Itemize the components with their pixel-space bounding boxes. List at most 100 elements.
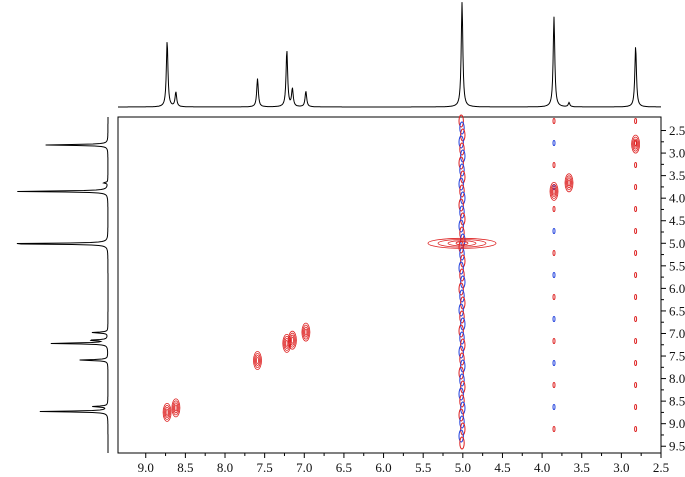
streak-mark: [552, 118, 556, 124]
cross-peak-contour: [427, 237, 497, 249]
x-axis: 9.0 8.5 8.0 7.5 7.0 6.5 6.0 5.5 5.0 4.5 4.0 3.5 3.0 2…: [138, 453, 669, 475]
streak-mark: [634, 360, 638, 366]
x-tick-label: 7.5: [257, 460, 273, 475]
y-axis: 2.5 3.0 3.5 4.0 4.5 5.0 5.5 6.0 6.5 7.0 7.5 8.0 8.5 9…: [661, 123, 685, 454]
streak-mark: [458, 408, 464, 422]
streak-mark: [460, 191, 466, 205]
cross-peak-contours: [162, 134, 640, 422]
vertical-streaks: [458, 114, 638, 450]
streak-mark: [460, 296, 466, 310]
streak-mark: [458, 366, 464, 380]
streak-mark: [459, 142, 465, 156]
streak-mark: [552, 206, 556, 212]
streak-mark: [634, 316, 638, 322]
cross-peak-contour: [171, 398, 181, 418]
y-tick-label: 4.5: [669, 213, 685, 228]
y-tick-label: 9.5: [669, 439, 685, 454]
streak-mark: [634, 338, 638, 344]
left-1d-projection: [16, 117, 109, 453]
y-tick-label: 4.0: [669, 191, 685, 206]
streak-mark: [460, 254, 466, 268]
streak-mark: [459, 331, 465, 345]
cross-peak-contour: [304, 328, 308, 336]
streak-mark: [459, 268, 465, 282]
x-tick-label: 3.5: [574, 460, 590, 475]
streak-mark: [552, 294, 556, 300]
streak-mark: [634, 228, 638, 234]
streak-mark: [634, 272, 638, 278]
streak-mark: [459, 184, 465, 198]
cross-peak-contour: [549, 181, 559, 201]
streak-mark: [634, 162, 638, 168]
streak-mark: [460, 275, 466, 289]
cross-peak-contour: [634, 140, 637, 148]
y-tick-label: 7.0: [669, 326, 685, 341]
streak-mark: [634, 404, 638, 410]
streak-mark: [459, 373, 465, 387]
streak-mark: [552, 272, 556, 278]
streak-mark: [459, 436, 465, 450]
x-tick-label: 4.0: [534, 460, 550, 475]
cross-peak-contour: [254, 353, 261, 368]
streak-mark: [460, 338, 466, 352]
cross-peak-contour: [255, 355, 260, 366]
y-tick-label: 5.5: [669, 258, 685, 273]
streak-mark: [459, 121, 465, 135]
streak-mark: [634, 250, 638, 256]
streak-mark: [459, 205, 465, 219]
streak-mark: [460, 170, 466, 184]
x-tick-label: 5.5: [415, 460, 431, 475]
streak-mark: [458, 387, 464, 401]
streak-mark: [552, 250, 556, 256]
cross-peak-contour: [173, 402, 179, 414]
top-projection-trace: [118, 2, 661, 108]
streak-mark: [458, 429, 464, 443]
streak-mark: [458, 135, 464, 149]
y-tick-label: 7.5: [669, 349, 685, 364]
y-tick-label: 6.5: [669, 303, 685, 318]
y-tick-label: 6.0: [669, 281, 685, 296]
streak-mark: [458, 303, 464, 317]
top-1d-projection: [118, 2, 661, 108]
cross-peak-contour: [447, 240, 477, 247]
x-tick-label: 3.0: [613, 460, 629, 475]
streak-mark: [458, 114, 464, 128]
cross-peak-contour: [288, 332, 296, 348]
streak-mark: [552, 316, 556, 322]
streak-mark: [459, 415, 465, 429]
x-tick-label: 8.0: [217, 460, 233, 475]
y-tick-label: 2.5: [669, 123, 685, 138]
cross-peak-contour: [253, 351, 262, 370]
cross-peak-contour: [164, 406, 170, 418]
x-tick-label: 9.0: [138, 460, 154, 475]
streak-mark: [460, 317, 466, 331]
cross-peak-contour: [174, 404, 178, 412]
cross-peak-contour: [564, 173, 574, 193]
plot-frame: [117, 116, 662, 454]
cross-peak-contour: [302, 324, 310, 340]
y-tick-label: 3.5: [669, 168, 685, 183]
left-projection-trace: [16, 117, 109, 453]
streak-mark: [458, 261, 464, 275]
streak-mark: [458, 219, 464, 233]
streak-mark: [460, 401, 466, 415]
streak-mark: [552, 338, 556, 344]
x-tick-label: 5.0: [455, 460, 471, 475]
streak-mark: [460, 380, 466, 394]
x-tick-label: 6.5: [336, 460, 352, 475]
streak-mark: [459, 352, 465, 366]
cross-peak-contour: [165, 408, 169, 416]
y-tick-label: 8.0: [669, 371, 685, 386]
cross-peak-contour: [566, 177, 572, 189]
x-tick-label: 7.0: [296, 460, 312, 475]
streak-mark: [458, 177, 464, 191]
streak-mark: [459, 394, 465, 408]
streak-mark: [552, 228, 556, 234]
x-tick-label: 2.5: [653, 460, 669, 475]
streak-mark: [460, 212, 466, 226]
cross-peak-contour: [256, 357, 259, 364]
x-tick-label: 6.0: [375, 460, 391, 475]
streak-mark: [552, 382, 556, 388]
streak-mark: [552, 404, 556, 410]
